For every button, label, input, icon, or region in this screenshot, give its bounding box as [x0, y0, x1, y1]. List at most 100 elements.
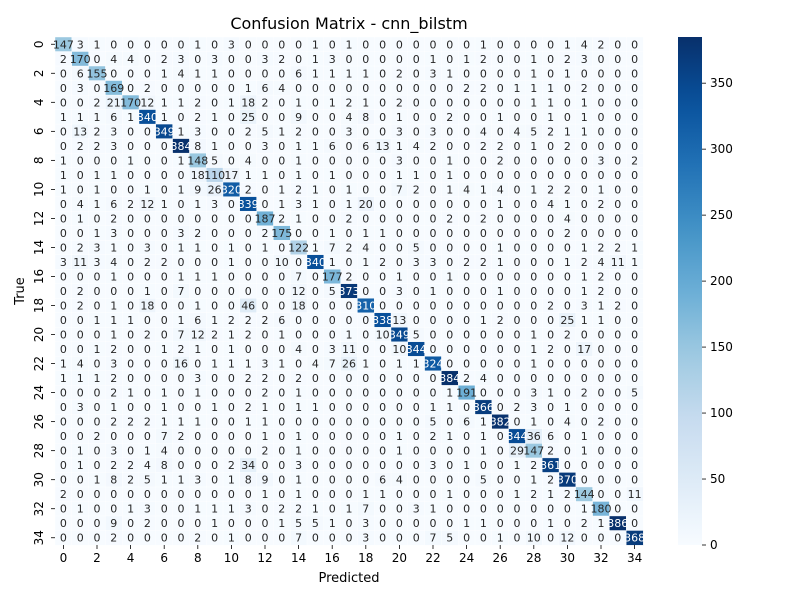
cell-value-label: 0	[228, 140, 235, 153]
cell-value-label: 1	[312, 241, 319, 254]
cell-value-label: 0	[581, 183, 588, 196]
cell-value-label: 0	[463, 343, 470, 356]
cell-value-label: 0	[178, 212, 185, 225]
cell-value-label: 0	[329, 430, 336, 443]
cell-value-label: 0	[362, 387, 369, 400]
cell-value-label: 1	[598, 314, 605, 327]
cell-value-label: 0	[547, 169, 554, 182]
cell-value-label: 0	[194, 53, 201, 66]
x-tick-label: 32	[593, 551, 608, 565]
cell-value-label: 0	[413, 67, 420, 80]
cell-value-label: 0	[396, 256, 403, 269]
cell-value-label: 0	[514, 329, 521, 342]
cell-value-label: 1	[446, 67, 453, 80]
cell-value-label: 1	[631, 256, 638, 269]
cell-value-label: 0	[379, 198, 386, 211]
cell-value-label: 0	[110, 183, 117, 196]
cell-value-label: 0	[631, 227, 638, 240]
cell-value-label: 1	[278, 183, 285, 196]
cell-value-label: 0	[514, 241, 521, 254]
cell-value-label: 2	[564, 329, 571, 342]
cell-value-label: 7	[178, 329, 185, 342]
cell-value-label: 2	[430, 140, 437, 153]
cell-value-label: 0	[396, 488, 403, 501]
cell-value-label: 0	[581, 227, 588, 240]
cell-value-label: 1	[278, 358, 285, 371]
cell-value-label: 0	[161, 300, 168, 313]
cell-value-label: 2	[497, 140, 504, 153]
cell-value-label: 4	[514, 125, 521, 138]
cell-value-label: 1	[245, 358, 252, 371]
cell-value-label: 1	[530, 329, 537, 342]
cell-value-label: 3	[430, 459, 437, 472]
cell-value-label: 0	[262, 532, 269, 545]
cell-value-label: 2	[598, 198, 605, 211]
cell-value-label: 0	[94, 154, 101, 167]
cell-value-label: 1	[362, 227, 369, 240]
cell-value-label: 1	[581, 285, 588, 298]
cell-value-label: 2	[446, 212, 453, 225]
cell-value-label: 0	[312, 285, 319, 298]
cell-value-label: 1	[295, 169, 302, 182]
cell-value-label: 2	[110, 459, 117, 472]
cell-value-label: 1	[312, 38, 319, 51]
cell-value-label: 0	[60, 212, 67, 225]
cell-value-label: 6	[362, 140, 369, 153]
cell-value-label: 0	[514, 198, 521, 211]
cell-value-label: 0	[346, 300, 353, 313]
cell-value-label: 4	[362, 241, 369, 254]
cell-value-label: 0	[413, 270, 420, 283]
cell-value-label: 2	[127, 474, 134, 487]
cell-value-label: 0	[278, 300, 285, 313]
cell-value-label: 1	[278, 517, 285, 530]
cell-value-label: 0	[312, 169, 319, 182]
cell-value-label: 0	[94, 517, 101, 530]
cell-value-label: 0	[631, 459, 638, 472]
cell-value-label: 0	[598, 96, 605, 109]
cell-value-label: 6	[547, 430, 554, 443]
cell-value-label: 0	[430, 343, 437, 356]
cell-value-label: 0	[463, 488, 470, 501]
cell-value-label: 1	[514, 488, 521, 501]
cell-value-label: 1	[127, 314, 134, 327]
cell-value-label: 3	[194, 372, 201, 385]
cell-value-label: 0	[446, 53, 453, 66]
cell-value-label: 0	[211, 82, 218, 95]
cell-value-label: 0	[329, 212, 336, 225]
cell-value-label: 3	[77, 82, 84, 95]
cell-value-label: 0	[362, 285, 369, 298]
x-tick-label: 26	[493, 551, 508, 565]
cell-value-label: 0	[547, 358, 554, 371]
cell-value-label: 1	[547, 488, 554, 501]
cell-value-label: 1	[295, 140, 302, 153]
cell-value-label: 4	[497, 183, 504, 196]
cell-value-label: 0	[362, 314, 369, 327]
cell-value-label: 1	[581, 241, 588, 254]
cell-value-label: 0	[110, 503, 117, 516]
cell-value-label: 0	[463, 285, 470, 298]
cell-value-label: 122	[288, 241, 309, 254]
cell-value-label: 0	[631, 372, 638, 385]
cell-value-label: 0	[144, 67, 151, 80]
cell-value-label: 3	[245, 503, 252, 516]
cell-value-label: 2	[278, 212, 285, 225]
cell-value-label: 0	[245, 140, 252, 153]
cell-value-label: 1	[228, 329, 235, 342]
cell-value-label: 3	[430, 256, 437, 269]
cell-value-label: 2	[446, 111, 453, 124]
cell-value-label: 0	[463, 430, 470, 443]
cell-value-label: 1	[430, 503, 437, 516]
cell-value-label: 0	[211, 459, 218, 472]
cell-value-label: 1	[161, 111, 168, 124]
cell-value-label: 0	[631, 270, 638, 283]
cell-value-label: 0	[127, 183, 134, 196]
cell-value-label: 1	[77, 459, 84, 472]
cell-value-label: 147	[523, 445, 544, 458]
cell-value-label: 0	[564, 154, 571, 167]
cell-value-label: 0	[161, 140, 168, 153]
cell-value-label: 0	[362, 125, 369, 138]
cell-value-label: 0	[396, 53, 403, 66]
x-tick-label: 10	[224, 551, 239, 565]
cell-value-label: 1	[228, 256, 235, 269]
cell-value-label: 0	[262, 285, 269, 298]
